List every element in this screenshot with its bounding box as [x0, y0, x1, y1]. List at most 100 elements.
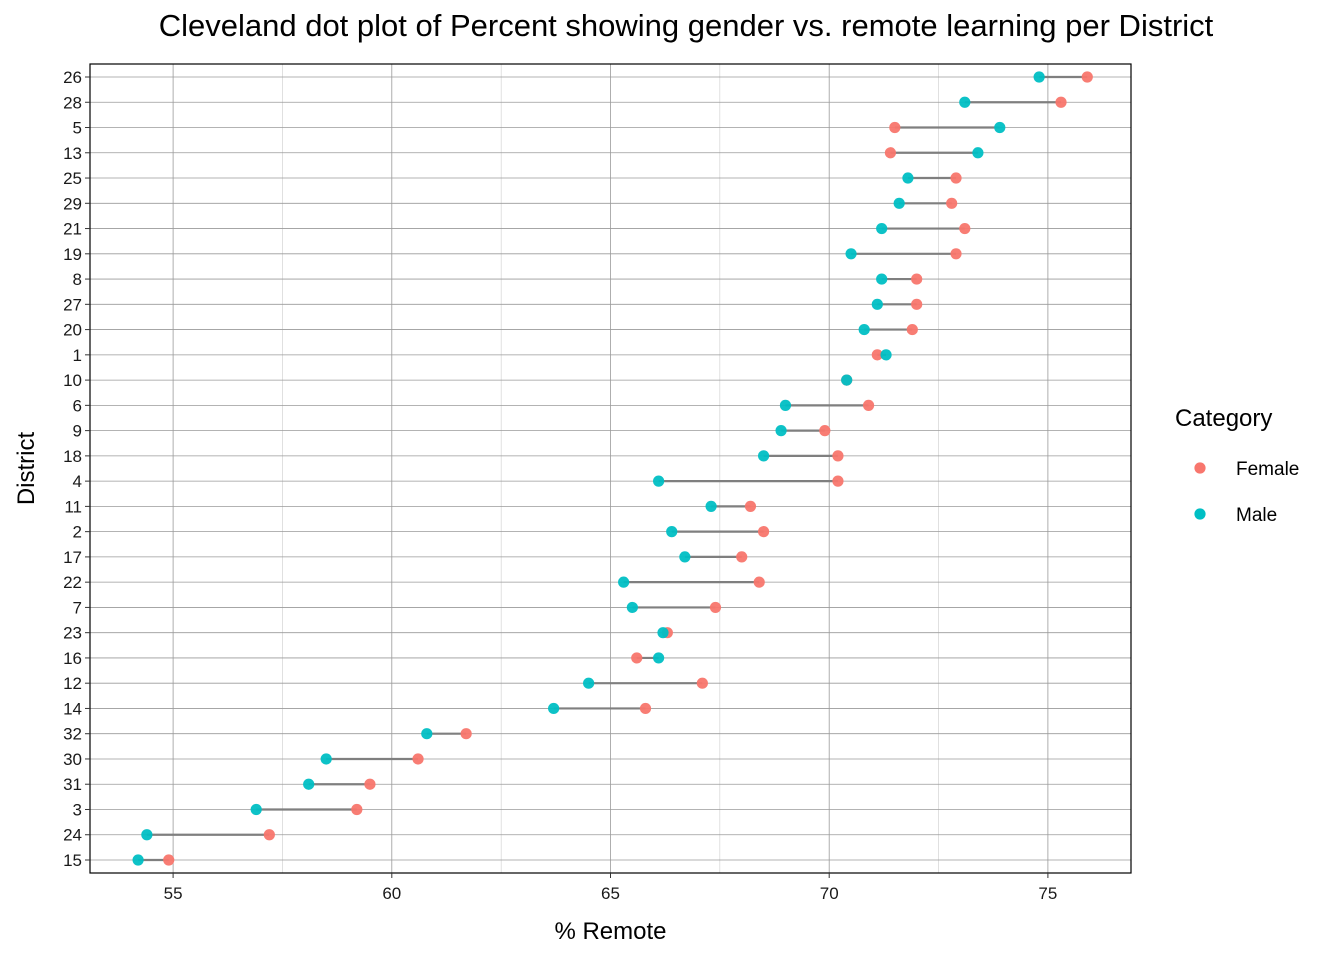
y-tick-label: 13: [63, 144, 82, 163]
data-point-female: [911, 298, 923, 310]
legend-title: Category: [1175, 405, 1272, 432]
y-tick-label: 5: [73, 119, 82, 138]
data-point-male: [303, 778, 315, 790]
legend-key-male: [1194, 508, 1206, 520]
data-point-male: [657, 627, 669, 639]
y-tick-label: 24: [63, 826, 82, 845]
legend-label-female: Female: [1236, 459, 1299, 480]
data-point-female: [263, 829, 275, 841]
data-point-male: [421, 728, 433, 740]
y-tick-label: 15: [63, 851, 82, 870]
data-point-female: [889, 121, 901, 134]
data-point-female: [1081, 71, 1093, 83]
x-axis-title: % Remote: [554, 918, 666, 945]
y-tick-label: 1: [73, 346, 82, 365]
data-point-female: [862, 399, 875, 411]
y-tick-label: 19: [63, 245, 82, 264]
y-tick-label: 9: [73, 422, 82, 441]
data-point-male: [972, 147, 984, 159]
y-tick-label: 27: [63, 295, 82, 314]
data-point-male: [876, 273, 888, 285]
data-point-male: [618, 576, 630, 588]
data-point-female: [819, 425, 831, 437]
y-tick-label: 23: [63, 624, 82, 643]
x-tick-label: 70: [820, 884, 839, 903]
data-point-male: [666, 526, 678, 538]
y-tick-label: 10: [63, 371, 82, 390]
data-point-male: [653, 475, 665, 487]
y-tick-label: 28: [63, 93, 82, 112]
data-point-male: [757, 450, 770, 462]
data-point-male: [876, 222, 888, 235]
data-point-female: [753, 576, 765, 588]
y-tick-label: 30: [63, 750, 82, 769]
data-point-female: [163, 854, 175, 866]
x-tick-label: 60: [382, 884, 401, 903]
data-point-male: [845, 248, 857, 260]
y-tick-label: 16: [63, 649, 82, 668]
data-point-male: [994, 121, 1006, 134]
data-point-female: [364, 778, 376, 790]
y-tick-label: 31: [63, 775, 82, 794]
y-tick-label: 26: [63, 68, 82, 87]
y-tick-label: 21: [63, 220, 82, 239]
y-tick-label: 3: [73, 800, 82, 819]
y-tick-label: 29: [63, 194, 82, 213]
y-tick-label: 2: [73, 523, 82, 542]
data-point-male: [705, 500, 717, 512]
x-tick-label: 55: [164, 884, 183, 903]
y-tick-label: 6: [73, 396, 82, 415]
y-tick-label: 20: [63, 321, 82, 340]
data-point-female: [832, 475, 844, 487]
data-point-male: [959, 96, 971, 108]
y-tick-label: 32: [63, 725, 82, 744]
data-point-male: [626, 601, 638, 614]
data-point-male: [320, 753, 332, 765]
data-point-female: [950, 172, 962, 184]
data-point-male: [858, 323, 870, 336]
data-point-female: [832, 450, 844, 462]
y-tick-label: 22: [63, 573, 82, 592]
data-point-male: [893, 197, 905, 209]
data-point-male: [250, 803, 262, 816]
segment-layer: [138, 75, 1088, 862]
data-point-male: [679, 551, 691, 563]
legend-key-female: [1194, 462, 1206, 474]
y-tick-label: 18: [63, 447, 82, 466]
data-point-male: [775, 425, 787, 437]
data-point-male: [902, 172, 914, 184]
data-point-male: [653, 652, 665, 664]
data-point-female: [639, 702, 652, 715]
x-tick-label: 65: [601, 884, 620, 903]
data-point-female: [709, 601, 722, 614]
legend: Female Male: [1194, 459, 1299, 526]
data-point-female: [696, 677, 708, 689]
data-point-female: [744, 500, 757, 512]
y-tick-label: 8: [73, 270, 82, 289]
data-point-female: [631, 652, 643, 664]
data-point-female: [460, 728, 472, 740]
y-tick-label: 11: [64, 497, 82, 516]
y-tick-label: 4: [73, 472, 82, 491]
data-point-female: [1055, 96, 1067, 108]
data-point-male: [871, 298, 883, 310]
y-axis-title: District: [13, 432, 40, 506]
grid-layer: [90, 64, 1131, 873]
data-point-male: [583, 677, 595, 689]
y-tick-label: 12: [63, 674, 82, 693]
data-point-female: [351, 803, 363, 816]
data-point-male: [141, 829, 153, 841]
data-point-female: [959, 222, 971, 235]
data-point-female: [757, 526, 770, 538]
y-tick-label: 25: [63, 169, 82, 188]
data-point-male: [1033, 71, 1045, 83]
data-point-male: [779, 399, 792, 411]
y-tick-label: 7: [73, 598, 82, 617]
y-tick-label: 17: [63, 548, 82, 567]
x-tick-label: 75: [1038, 884, 1057, 903]
data-point-female: [911, 273, 923, 285]
data-point-male: [880, 349, 892, 361]
data-point-female: [884, 147, 897, 159]
data-point-female: [736, 551, 748, 563]
